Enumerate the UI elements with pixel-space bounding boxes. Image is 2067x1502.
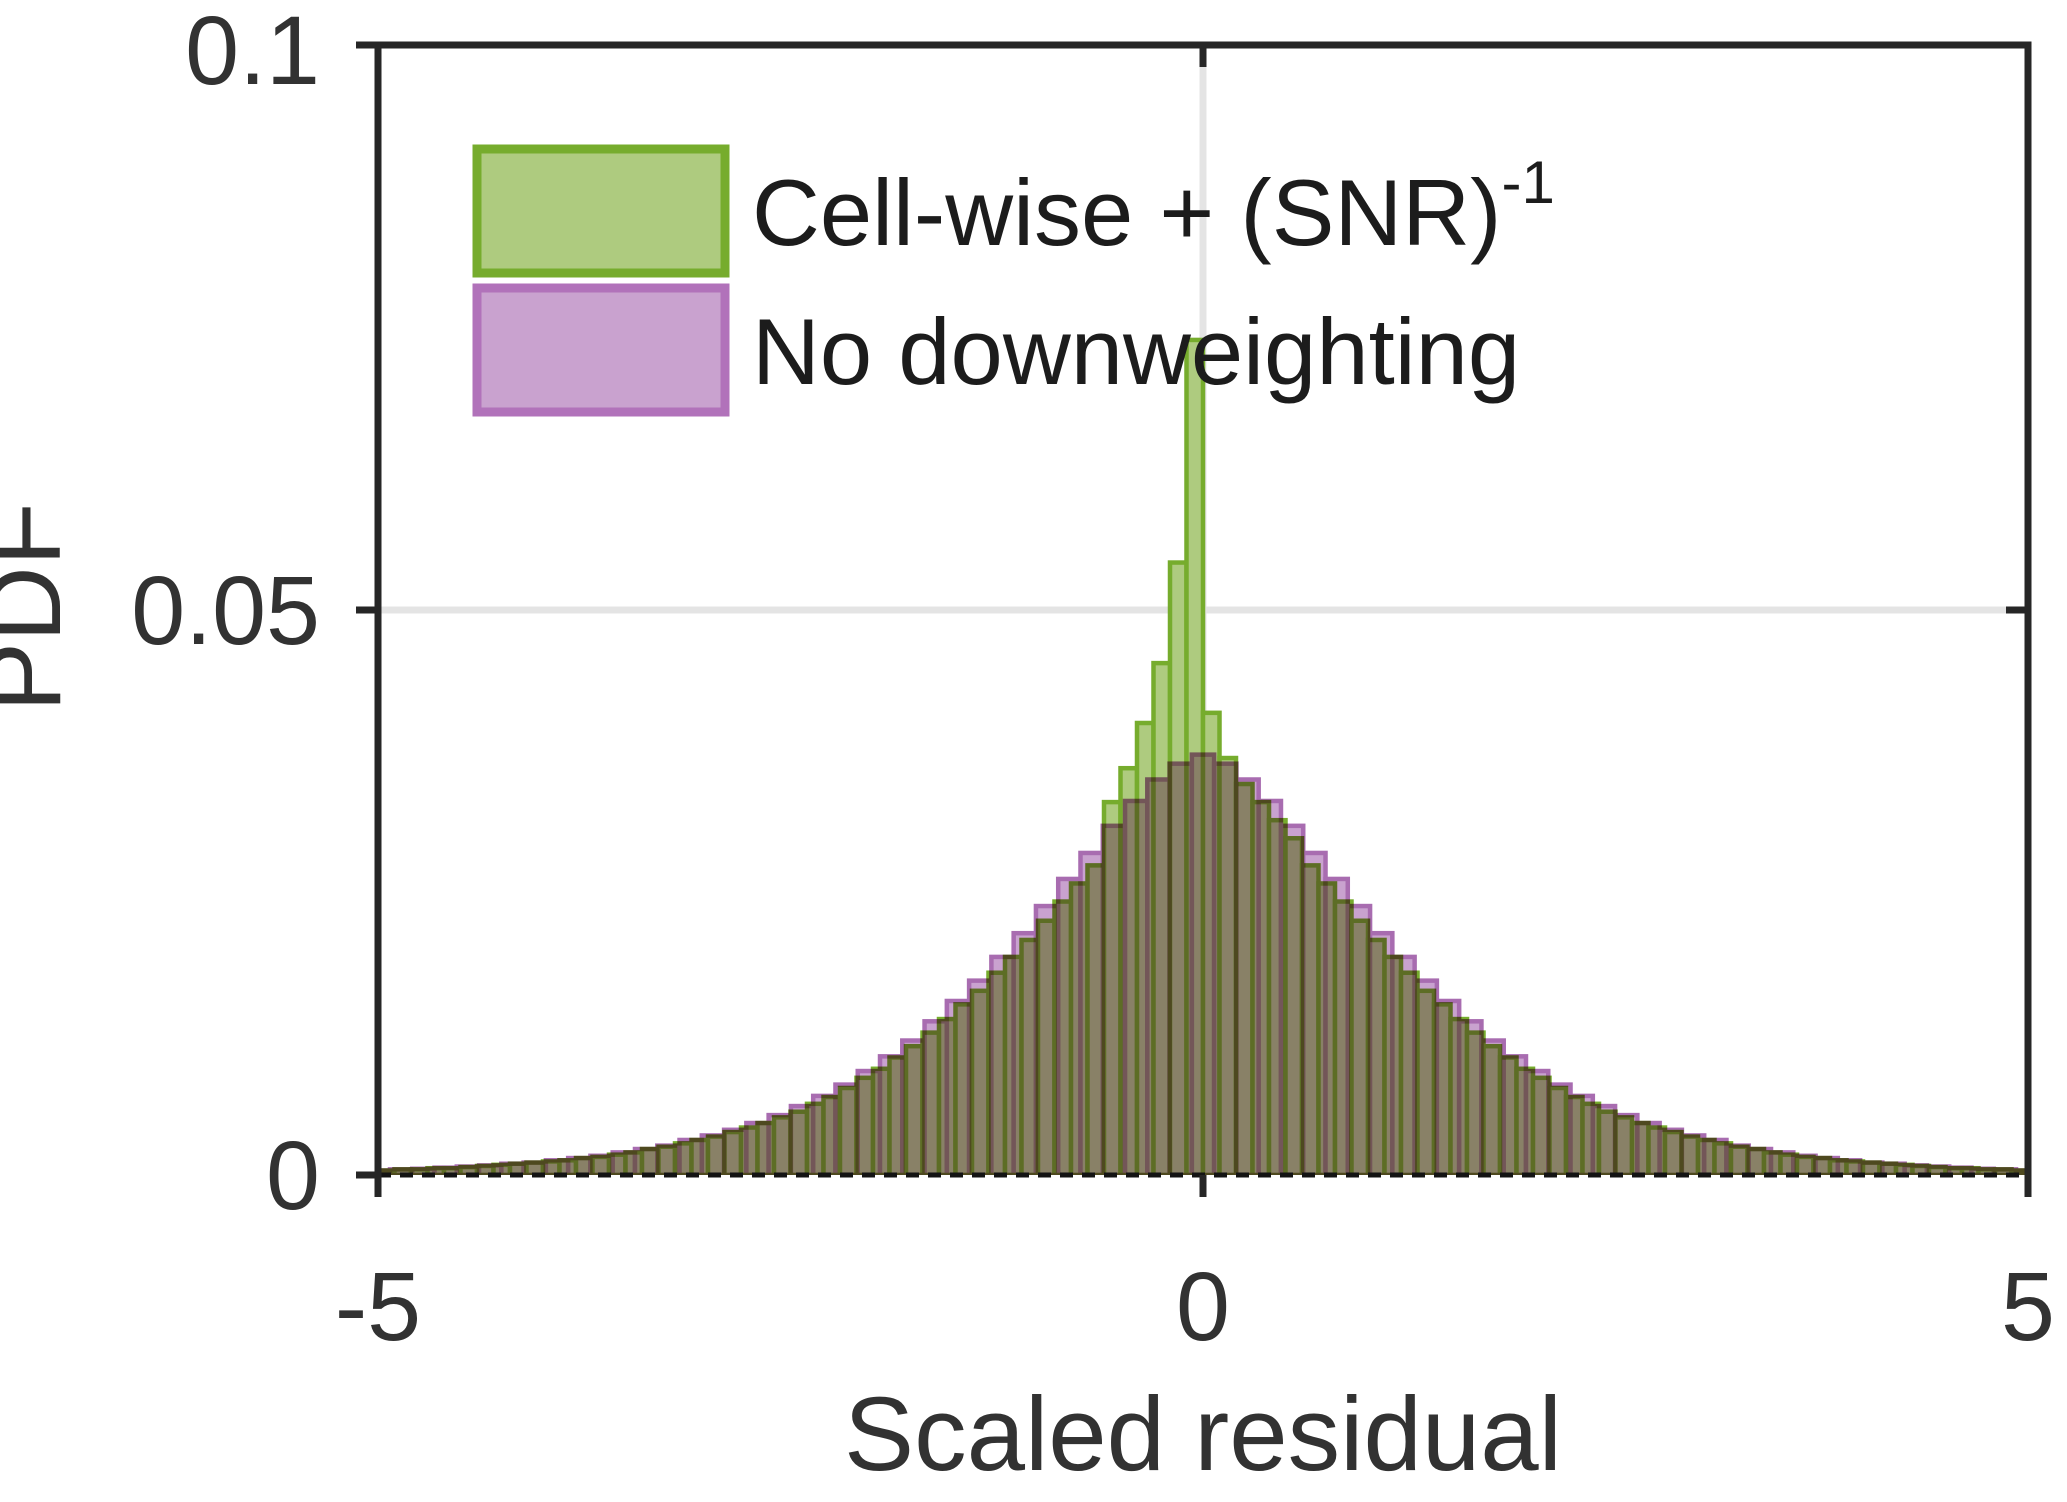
legend: Cell-wise + (SNR)-1 No downweighting — [472, 144, 1555, 417]
histogram-bar — [1501, 1054, 1529, 1175]
histogram-bar — [1724, 1143, 1751, 1175]
histogram-series-no-downweighting — [378, 752, 2028, 1175]
histogram-bar — [744, 1120, 771, 1175]
histogram-bar — [1033, 903, 1061, 1175]
histogram-bar — [1701, 1137, 1729, 1175]
histogram-bar — [1122, 798, 1150, 1175]
histogram-bar — [1234, 777, 1261, 1175]
histogram-bar — [1479, 1038, 1506, 1175]
histogram-bar — [677, 1137, 705, 1175]
histogram-bar — [1323, 876, 1351, 1175]
histogram-bar — [766, 1112, 794, 1175]
histogram-bar — [1256, 798, 1284, 1175]
histogram-bar — [944, 998, 972, 1175]
y-axis-label: PDF — [0, 502, 83, 712]
histogram-bar — [632, 1146, 660, 1175]
tick-marks — [356, 41, 2032, 1197]
legend-swatch-no-downweighting — [472, 283, 730, 417]
histogram-bar — [1768, 1150, 1796, 1175]
y-tick-label-0.05: 0.05 — [131, 556, 320, 665]
histogram-bar — [1167, 761, 1195, 1175]
histogram-bar — [855, 1068, 883, 1175]
histogram-bar — [1456, 1019, 1484, 1175]
histogram-bar — [1523, 1068, 1551, 1175]
histogram-bar — [1635, 1120, 1662, 1175]
histogram-bar — [1189, 752, 1217, 1175]
histogram-bar — [1211, 761, 1239, 1175]
histogram-bar — [1078, 850, 1106, 1175]
tick-labels: 0.1 0.05 0 -5 0 5 — [131, 0, 2055, 1361]
histogram-bar — [989, 954, 1016, 1175]
histogram-bar — [1345, 903, 1373, 1175]
histogram-bar — [1145, 777, 1172, 1175]
x-tick-label-neg5: -5 — [335, 1252, 421, 1361]
histogram-bar — [877, 1054, 905, 1175]
histogram-bar — [1590, 1103, 1618, 1175]
y-tick-label-0: 0 — [266, 1121, 320, 1230]
histogram-bar — [966, 978, 994, 1175]
histogram-bar — [1278, 823, 1306, 1175]
legend-label-cellwise-snr-superscript: -1 — [1501, 149, 1554, 216]
histogram-bar — [833, 1082, 860, 1175]
x-tick-label-5: 5 — [2001, 1252, 2055, 1361]
histogram-bar — [1612, 1112, 1640, 1175]
histogram-bar — [565, 1155, 593, 1175]
x-axis-label: Scaled residual — [844, 1376, 1562, 1493]
histogram-bar — [788, 1103, 816, 1175]
histogram-bar — [721, 1127, 749, 1175]
histogram-bar — [1746, 1146, 1774, 1175]
histogram-bar — [1813, 1155, 1841, 1175]
histogram-bar — [1568, 1093, 1596, 1175]
histogram-bar — [588, 1153, 615, 1175]
histogram-bar — [810, 1093, 838, 1175]
plot-area — [378, 337, 2028, 1175]
histogram-bar — [1546, 1082, 1573, 1175]
histogram-bar — [655, 1143, 682, 1175]
histogram-bar — [610, 1150, 638, 1175]
histogram-bar — [1679, 1133, 1707, 1175]
histogram-bar — [699, 1133, 727, 1175]
legend-label-cellwise-snr-main: Cell-wise + (SNR) — [752, 160, 1501, 265]
histogram-bar — [1791, 1153, 1818, 1175]
legend-label-cellwise-snr: Cell-wise + (SNR)-1 — [752, 149, 1555, 265]
histogram-bar — [1412, 978, 1440, 1175]
legend-swatch-cellwise-snr — [472, 144, 730, 278]
x-tick-label-0: 0 — [1176, 1252, 1230, 1361]
histogram-bar — [1367, 930, 1395, 1175]
histogram-bar — [1434, 998, 1462, 1175]
histogram-bar — [1055, 876, 1083, 1175]
histogram-bar — [1100, 823, 1128, 1175]
histogram-bar — [1011, 930, 1039, 1175]
histogram-bar — [1300, 850, 1328, 1175]
histogram-bar — [1390, 954, 1417, 1175]
legend-label-no-downweighting: No downweighting — [752, 299, 1520, 404]
histogram-bar — [900, 1038, 927, 1175]
histogram-bar — [922, 1019, 950, 1175]
histogram-bar — [1657, 1127, 1685, 1175]
y-tick-label-0.1: 0.1 — [185, 0, 320, 105]
